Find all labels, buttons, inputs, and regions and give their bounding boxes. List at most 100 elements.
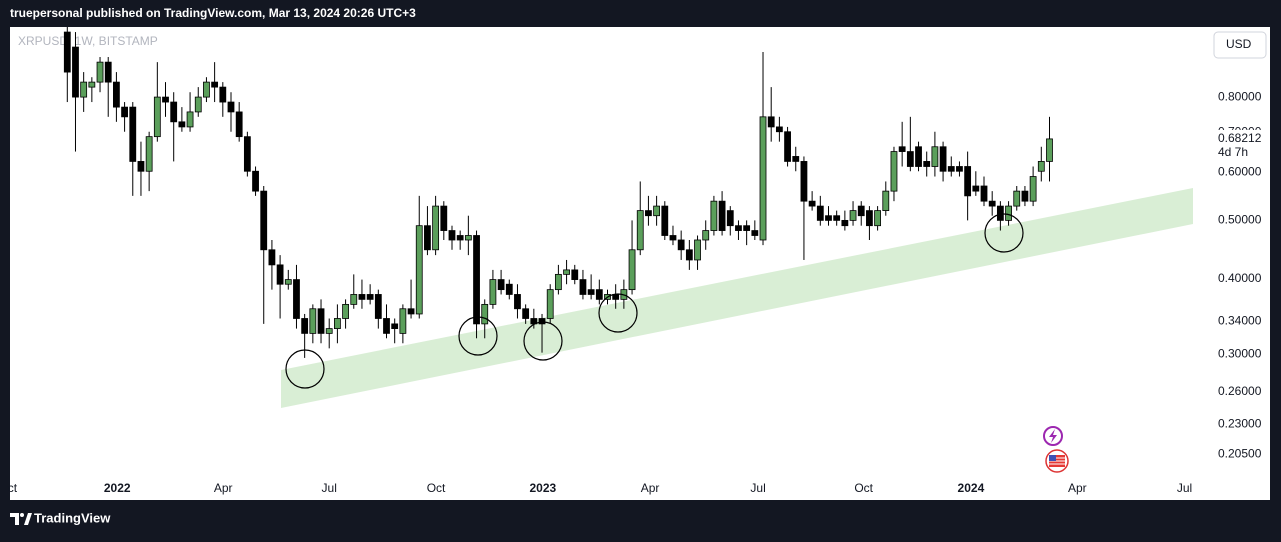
logo-mark <box>24 513 32 525</box>
candle-body <box>464 235 472 241</box>
x-tick-label: Oct <box>427 481 446 495</box>
candle-body <box>612 294 620 300</box>
candle-body <box>473 235 480 325</box>
candle-body <box>96 61 104 83</box>
logo-mark <box>10 513 19 525</box>
candle-body <box>211 81 219 88</box>
candle-body <box>203 81 210 98</box>
candle-body <box>383 318 390 334</box>
candle-body <box>104 61 112 83</box>
plot <box>63 27 1193 408</box>
candle-body <box>293 279 300 319</box>
candle-body <box>751 230 759 236</box>
candle-body <box>571 269 579 280</box>
candle-body <box>1013 190 1021 207</box>
candle-body <box>841 219 849 227</box>
candle-body <box>849 210 857 221</box>
candle-body <box>358 294 366 300</box>
candle-body <box>669 235 677 241</box>
candle-body <box>489 279 497 305</box>
last-price-label: 0.68212 <box>1218 131 1262 145</box>
candle-body <box>816 205 824 221</box>
candle-body <box>235 111 243 138</box>
candle-body <box>1029 176 1037 202</box>
x-tick-label: 2022 <box>104 481 131 495</box>
candle-body <box>546 289 554 319</box>
x-tick-label: Apr <box>641 481 660 495</box>
candle-body <box>743 225 751 231</box>
currency-button[interactable] <box>1213 31 1267 59</box>
candle-body <box>579 279 587 295</box>
candle-body <box>726 210 734 227</box>
candle-body <box>685 249 693 261</box>
y-tick-label: 0.50000 <box>1218 213 1262 227</box>
candle-body <box>1021 190 1029 202</box>
candle-body <box>448 230 456 241</box>
candle-body <box>309 308 317 334</box>
candle-body <box>88 81 96 88</box>
axes: 0.800000.700000.600000.500000.400000.340… <box>8 89 1268 495</box>
candle-body <box>988 200 996 207</box>
candle-body <box>874 210 882 227</box>
circle <box>285 349 325 389</box>
candle-body <box>276 264 284 285</box>
x-tick-label: Jul <box>322 481 337 495</box>
candle-body <box>636 210 644 251</box>
chart-panel <box>10 27 1270 500</box>
candle-body <box>178 121 186 128</box>
candle-body <box>775 126 783 133</box>
circle <box>598 293 638 333</box>
candle-body <box>505 283 513 295</box>
candle-body <box>947 166 955 172</box>
x-tick-label: Apr <box>1068 481 1087 495</box>
candle-body <box>833 215 841 221</box>
candle-body <box>898 146 906 152</box>
candle-body <box>800 161 808 202</box>
candle-body <box>1046 138 1053 162</box>
candle-body <box>407 308 415 315</box>
candle-body <box>538 318 546 325</box>
candle-body <box>129 106 137 162</box>
candle-body <box>735 225 742 231</box>
candle-body <box>301 318 309 334</box>
candle-body <box>342 303 349 319</box>
candle-body <box>162 96 169 103</box>
candle-body <box>268 249 276 266</box>
candle-body <box>808 200 816 207</box>
candle-body <box>882 190 890 212</box>
candle-body <box>432 205 440 251</box>
candle-body <box>366 294 374 300</box>
candle-body <box>964 166 972 197</box>
x-tick-label: Apr <box>214 481 233 495</box>
candle-body <box>333 318 341 330</box>
candle-body <box>939 146 947 172</box>
candle-body <box>923 161 931 167</box>
candle-body <box>718 200 726 231</box>
x-tick-label: Jul <box>1177 481 1192 495</box>
candle-body <box>694 239 701 261</box>
candle-body <box>243 136 251 172</box>
candle-body <box>350 294 358 305</box>
y-tick-label: 0.26000 <box>1218 384 1262 398</box>
candle-body <box>63 31 71 73</box>
x-tick-label: Jul <box>750 481 765 495</box>
candle-body <box>710 200 718 231</box>
candle-body <box>145 136 153 172</box>
y-tick-label: 0.34000 <box>1218 314 1262 328</box>
candle-body <box>595 289 603 300</box>
logo-dot <box>20 513 24 517</box>
y-tick-label: 0.40000 <box>1218 271 1262 285</box>
candle-body <box>759 116 767 241</box>
candle-body <box>522 308 530 319</box>
candle-body <box>72 46 79 98</box>
footer-logo <box>10 513 32 525</box>
candle-body <box>915 146 922 167</box>
x-tick-label: ct <box>8 481 18 495</box>
y-tick-label: 0.80000 <box>1218 89 1262 103</box>
footer-brand: TradingView <box>34 510 111 525</box>
candle-body <box>866 210 873 227</box>
circle <box>984 213 1024 253</box>
candle-body <box>481 303 489 325</box>
candle-body <box>661 205 669 236</box>
